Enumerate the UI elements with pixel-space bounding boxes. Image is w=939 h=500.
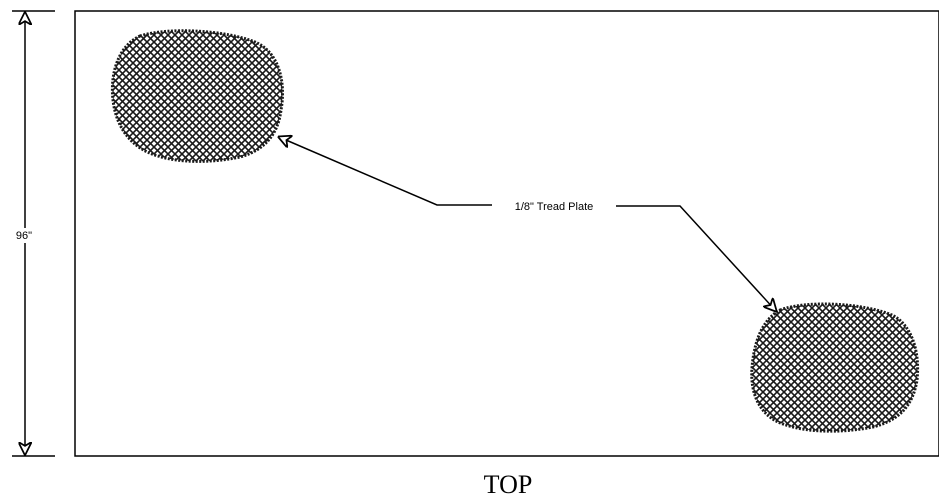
tread-plate-callout-label: 1/8" Tread Plate [515, 201, 594, 213]
dimension-label-mask [16, 228, 34, 243]
leader-line-upper-left [279, 137, 492, 206]
panel-outline [74, 10, 939, 457]
tread-plate-patch-lower-right [750, 302, 920, 433]
view-label: TOP [484, 470, 533, 499]
leader-line-lower-right [616, 205, 776, 311]
tread-plate-patch-upper-left [110, 29, 285, 163]
dimension-label: 96" [16, 230, 32, 242]
